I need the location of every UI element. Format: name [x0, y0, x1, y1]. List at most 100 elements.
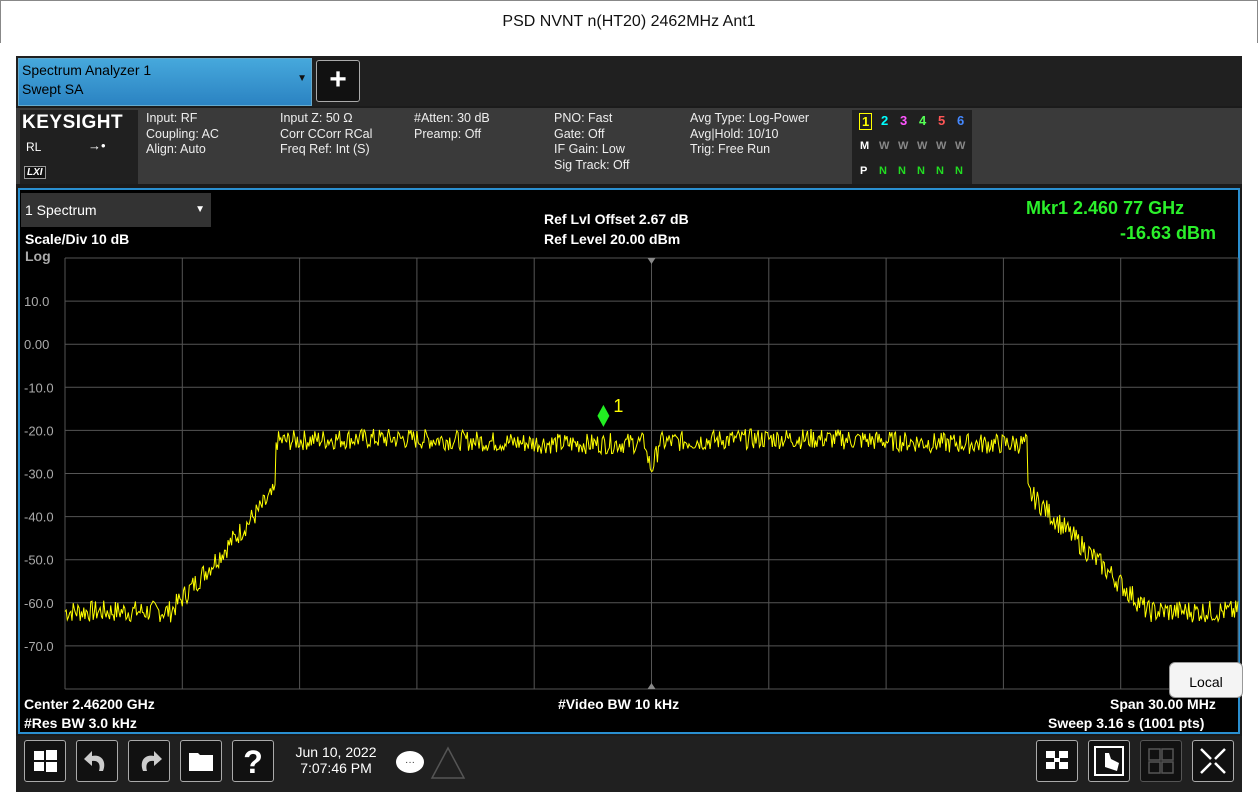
trigger-settings-group[interactable]: Avg Type: Log-Power Avg|Hold: 10/10 Trig…: [690, 111, 809, 158]
trace-6-number: 6: [957, 113, 965, 128]
attenuation-settings-group[interactable]: #Atten: 30 dB Preamp: Off: [414, 111, 490, 142]
y-tick-label: -50.0: [24, 553, 54, 568]
video-bw-label: #Video BW 10 kHz: [558, 696, 680, 712]
y-tick-label: -20.0: [24, 423, 54, 438]
keysight-logo: KEYSIGHT RL →• LXI: [20, 110, 138, 184]
screen-tab-spectrum-analyzer[interactable]: Spectrum Analyzer 1 Swept SA ▼: [18, 58, 312, 106]
plus-icon: +: [329, 63, 347, 96]
notification-area[interactable]: ···: [390, 744, 466, 782]
setting-trig: Trig: Free Run: [690, 142, 771, 156]
clock-date: Jun 10, 2022: [295, 744, 377, 760]
trace-4-mode: W: [917, 140, 928, 152]
setting-sig-track: Sig Track: Off: [554, 157, 630, 172]
chevron-down-icon: ▼: [297, 73, 307, 84]
marker-number-label: 1: [613, 396, 623, 416]
trace-1-mode: M: [860, 140, 870, 152]
trace-3-number: 3: [900, 113, 908, 128]
marker-frequency-readout: Mkr1 2.460 77 GHz: [1026, 198, 1185, 218]
sweep-label: Sweep 3.16 s (1001 pts): [1048, 715, 1205, 731]
split-view-icon: [1148, 748, 1174, 774]
undo-icon: [84, 751, 105, 771]
center-frequency-label: Center 2.46200 GHz: [24, 696, 155, 712]
marker-diamond-icon: [597, 404, 610, 427]
layout-grid-icon: [1046, 751, 1068, 769]
y-tick-label: -10.0: [24, 380, 54, 395]
setting-avg-hold: Avg|Hold: 10/10: [690, 126, 779, 141]
touch-toggle-button[interactable]: [1088, 740, 1130, 782]
view-menu-dropdown[interactable]: 1 Spectrum ▼: [21, 193, 211, 227]
setting-avg-type: Avg Type: Log-Power: [690, 111, 810, 125]
lxi-icon: LXI: [24, 166, 46, 179]
redo-icon: [141, 751, 162, 771]
notification-icons: ···: [396, 746, 466, 779]
redo-button[interactable]: [128, 740, 170, 782]
split-view-button[interactable]: [1140, 740, 1182, 782]
trace-6-detector: N: [955, 165, 963, 177]
trace-4-detector: N: [917, 165, 925, 177]
setting-atten: #Atten: 30 dB: [414, 111, 490, 125]
window-layout-button[interactable]: [1036, 740, 1078, 782]
screen-tab-title: Spectrum Analyzer 1: [22, 62, 152, 78]
trace-3-detector: N: [898, 165, 906, 177]
setting-freq-ref: Freq Ref: Int (S): [280, 142, 370, 156]
trace-5-number: 5: [938, 113, 946, 128]
trace-2-detector: N: [879, 165, 887, 177]
spectrum-window[interactable]: [18, 188, 1240, 734]
trace-5-mode: W: [936, 140, 947, 152]
file-explorer-button[interactable]: [180, 740, 222, 782]
setting-input: Input: RF: [146, 111, 198, 125]
y-tick-label: 10.0: [24, 294, 49, 309]
trace-5-detector: N: [936, 165, 944, 177]
clock[interactable]: Jun 10, 2022 7:07:46 PM: [286, 744, 386, 776]
y-tick-label: 0.00: [24, 337, 49, 352]
span-label: Span 30.00 MHz: [1110, 696, 1216, 712]
svg-text:?: ?: [243, 744, 263, 780]
y-tick-label: -40.0: [24, 510, 54, 525]
warning-triangle-icon: [430, 746, 466, 779]
setting-align: Align: Auto: [146, 142, 206, 156]
scale-type-label: Log: [25, 248, 51, 264]
y-tick-label: -70.0: [24, 639, 54, 654]
setting-pno: PNO: Fast: [554, 111, 613, 125]
brand-name: KEYSIGHT: [22, 112, 124, 133]
plot-grid: [64, 257, 1239, 690]
scale-div-label: Scale/Div 10 dB: [25, 231, 130, 247]
impedance-settings-group[interactable]: Input Z: 50 Ω Corr CCorr RCal Freq Ref: …: [280, 111, 372, 158]
setting-corr: Corr CCorr RCal: [280, 126, 373, 141]
trace-4-number: 4: [919, 113, 927, 128]
setting-gate: Gate: Off: [554, 126, 605, 141]
setting-if-gain: IF Gain: Low: [554, 142, 625, 156]
trace-1-number: 1: [859, 113, 873, 130]
windows-start-button[interactable]: [24, 740, 66, 782]
folder-icon: [189, 753, 213, 771]
marker-amplitude-readout: -16.63 dBm: [1120, 223, 1217, 243]
local-button[interactable]: Local: [1169, 662, 1243, 698]
center-indicator-icon: [647, 683, 656, 689]
marker-1[interactable]: 1: [597, 396, 623, 427]
collapse-arrows-icon: [1200, 748, 1226, 774]
chat-bubble-icon: ···: [396, 751, 424, 773]
center-indicator-icon: [647, 258, 656, 264]
question-mark-icon: ?: [243, 744, 263, 780]
setting-preamp: Preamp: Off: [414, 126, 482, 141]
windows-logo-icon: [34, 750, 57, 772]
y-tick-label: -30.0: [24, 467, 54, 482]
trace-3-mode: W: [898, 140, 909, 152]
svg-text:···: ···: [405, 757, 415, 768]
trace-1-detector: P: [860, 165, 868, 177]
undo-button[interactable]: [76, 740, 118, 782]
clock-time: 7:07:46 PM: [300, 760, 372, 776]
help-button[interactable]: ?: [232, 740, 274, 782]
y-axis-ticks: 10.0 0.00 -10.0 -20.0 -30.0 -40.0 -50.0 -60.0 -7…: [24, 294, 54, 654]
trace-2-number: 2: [881, 113, 889, 128]
trace-6-mode: W: [955, 140, 966, 152]
input-arrow-icon: →•: [88, 138, 106, 153]
input-settings-group[interactable]: Input: RF Coupling: AC Align: Auto: [146, 111, 219, 158]
touch-hand-icon: [1094, 746, 1124, 776]
add-screen-button[interactable]: +: [316, 60, 360, 102]
fullscreen-toggle-button[interactable]: [1192, 740, 1234, 782]
screen-tab-mode: Swept SA: [22, 81, 84, 97]
res-bw-label: #Res BW 3.0 kHz: [24, 715, 137, 731]
sweep-settings-group[interactable]: PNO: Fast Gate: Off IF Gain: Low Sig Tra…: [554, 111, 630, 173]
